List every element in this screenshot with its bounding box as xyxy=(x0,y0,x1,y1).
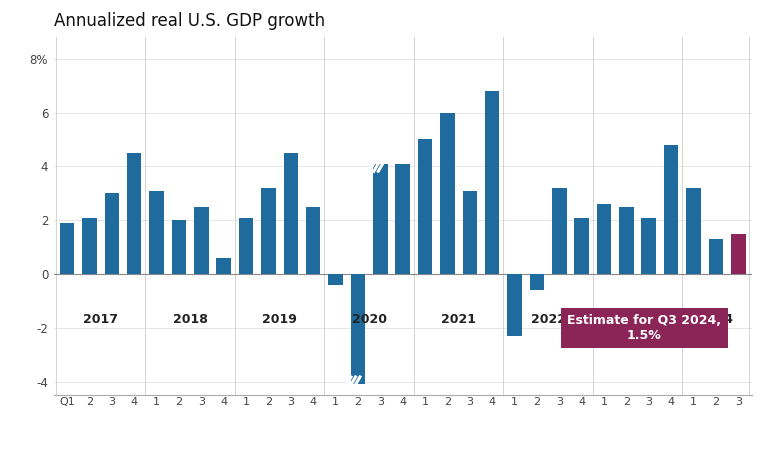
Bar xyxy=(574,218,589,274)
Bar xyxy=(686,188,701,274)
Bar xyxy=(306,207,321,274)
Bar xyxy=(150,191,164,274)
Bar xyxy=(552,188,567,274)
Bar xyxy=(216,258,231,274)
Bar xyxy=(328,274,343,285)
Bar xyxy=(709,239,723,274)
Bar xyxy=(351,274,365,385)
Bar xyxy=(664,145,678,274)
Bar xyxy=(373,164,387,274)
Text: 2023: 2023 xyxy=(621,313,655,326)
Bar xyxy=(172,220,186,274)
Bar xyxy=(440,113,455,274)
Text: 2022: 2022 xyxy=(531,313,565,326)
Text: 2020: 2020 xyxy=(351,313,387,326)
Bar xyxy=(284,153,298,274)
Bar xyxy=(641,218,656,274)
Bar xyxy=(597,204,611,274)
Text: Estimate for Q3 2024,
1.5%: Estimate for Q3 2024, 1.5% xyxy=(568,314,721,342)
Bar xyxy=(194,207,209,274)
Bar xyxy=(619,207,634,274)
Bar xyxy=(731,234,746,274)
Bar xyxy=(262,188,275,274)
Text: 2021: 2021 xyxy=(441,313,476,326)
Bar xyxy=(418,140,433,274)
Bar xyxy=(239,218,253,274)
Bar xyxy=(463,191,477,274)
Bar xyxy=(396,164,410,274)
Text: 2024: 2024 xyxy=(699,313,733,326)
Bar xyxy=(507,274,522,336)
Text: Annualized real U.S. GDP growth: Annualized real U.S. GDP growth xyxy=(54,12,324,30)
Bar xyxy=(530,274,544,290)
Text: 2019: 2019 xyxy=(262,313,297,326)
Bar xyxy=(127,153,141,274)
Bar xyxy=(60,223,74,274)
Bar xyxy=(104,193,119,274)
Bar xyxy=(82,218,97,274)
Text: 2017: 2017 xyxy=(83,313,118,326)
Bar xyxy=(485,91,499,274)
Text: 2018: 2018 xyxy=(173,313,208,326)
